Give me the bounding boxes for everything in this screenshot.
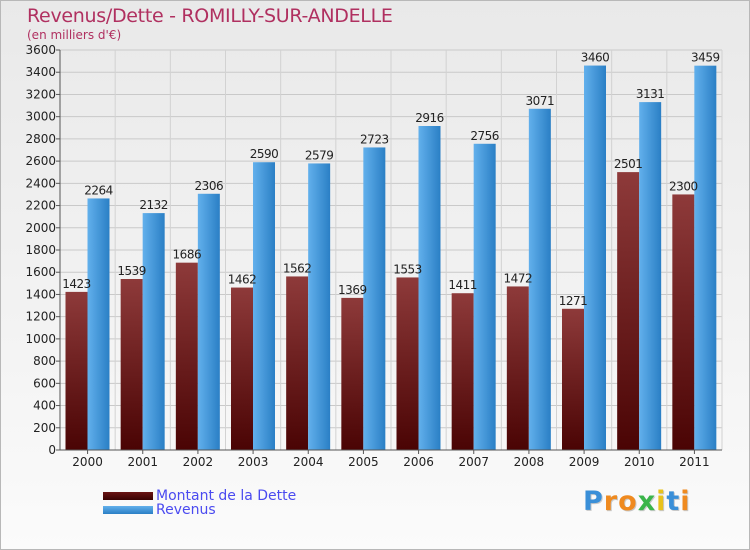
logo-letter: i	[680, 486, 691, 517]
data-label-dette: 2501	[614, 157, 643, 171]
data-label-dette: 1553	[393, 262, 422, 276]
bar-dette	[506, 286, 529, 450]
logo-letter: r	[603, 486, 619, 517]
y-tick-label: 200	[33, 421, 56, 435]
data-label-dette: 1369	[338, 283, 367, 297]
data-label-dette: 1423	[62, 277, 91, 291]
y-tick-label: 3600	[25, 43, 56, 57]
data-label-revenus: 3131	[636, 87, 665, 101]
y-tick-label: 2800	[25, 132, 56, 146]
data-label-revenus: 2590	[250, 147, 279, 161]
x-tick-label: 2010	[624, 455, 655, 469]
y-tick-label: 3400	[25, 65, 56, 79]
data-label-dette: 1562	[283, 261, 312, 275]
y-tick-label: 3000	[25, 110, 56, 124]
bar-revenus	[694, 65, 717, 451]
y-tick-label: 800	[33, 354, 56, 368]
bar-revenus	[584, 65, 606, 451]
bar-dette	[175, 262, 198, 450]
data-label-dette: 1472	[504, 271, 533, 285]
logo-letter: t	[666, 486, 681, 517]
y-tick-label: 2200	[25, 199, 56, 213]
y-tick-label: 2400	[25, 176, 56, 190]
y-tick-label: 2600	[25, 154, 56, 168]
y-tick-label: 1600	[25, 265, 56, 279]
data-label-dette: 2300	[669, 179, 698, 193]
bar-dette	[617, 172, 640, 450]
x-tick-label: 2009	[569, 455, 600, 469]
x-tick-label: 2006	[403, 455, 434, 469]
bar-revenus	[142, 213, 165, 450]
logo-letter: i	[656, 486, 667, 517]
y-tick-label: 1200	[25, 310, 56, 324]
legend-swatch-revenus	[103, 506, 153, 514]
bar-revenus	[473, 143, 496, 450]
x-tick-label: 2001	[127, 455, 158, 469]
x-tick-label: 2004	[293, 455, 324, 469]
bar-dette	[65, 291, 88, 450]
y-tick-label: 600	[33, 376, 56, 390]
bar-revenus	[308, 163, 331, 450]
data-label-revenus: 2306	[195, 179, 224, 193]
data-label-revenus: 3460	[581, 51, 610, 65]
data-label-revenus: 3459	[691, 51, 720, 65]
bar-dette	[562, 308, 584, 450]
bar-revenus	[418, 126, 441, 450]
bar-dette	[451, 293, 474, 450]
data-label-dette: 1539	[117, 264, 146, 278]
legend-label-revenus: Revenus	[156, 502, 216, 518]
data-label-revenus: 2756	[470, 129, 499, 143]
chart-title: Revenus/Dette - ROMILLY-SUR-ANDELLE	[27, 5, 393, 27]
bar-revenus	[639, 102, 662, 450]
y-tick-label: 1800	[25, 243, 56, 257]
data-label-revenus: 2264	[84, 183, 113, 197]
logo-letter: x	[637, 486, 657, 517]
x-tick-label: 2003	[238, 455, 269, 469]
data-label-dette: 1462	[228, 273, 257, 287]
y-tick-label: 2000	[25, 221, 56, 235]
bar-dette	[231, 287, 253, 450]
bar-revenus	[528, 108, 551, 451]
y-tick-label: 3200	[25, 87, 56, 101]
bar-revenus	[363, 147, 386, 450]
legend-label-dette: Montant de la Dette	[156, 488, 297, 504]
y-tick-label: 0	[48, 443, 56, 457]
bar-revenus	[87, 198, 110, 450]
logo-letter: o	[618, 486, 638, 517]
legend-swatch-dette	[103, 492, 153, 500]
y-tick-label: 1000	[25, 332, 56, 346]
bar-dette	[286, 276, 309, 450]
bar-dette	[396, 277, 419, 450]
legend-item-dette: Montant de la Dette	[103, 488, 296, 504]
y-tick-label: 400	[33, 399, 56, 413]
data-label-revenus: 2723	[360, 132, 389, 146]
data-label-dette: 1411	[448, 278, 477, 292]
y-tick-label: 1400	[25, 287, 56, 301]
legend-item-revenus: Revenus	[103, 502, 216, 518]
bar-dette	[341, 297, 364, 450]
chart-subtitle: (en milliers d'€)	[27, 28, 122, 42]
data-label-dette: 1686	[173, 248, 202, 262]
logo-letter: P	[583, 486, 604, 517]
bar-dette	[672, 194, 695, 450]
data-label-revenus: 3071	[526, 94, 555, 108]
x-tick-label: 2008	[514, 455, 545, 469]
x-tick-label: 2000	[72, 455, 103, 469]
bar-revenus	[253, 162, 275, 450]
bar-revenus	[197, 193, 220, 450]
data-label-revenus: 2132	[139, 198, 168, 212]
data-label-revenus: 2579	[305, 148, 334, 162]
x-tick-label: 2005	[348, 455, 379, 469]
bar-dette	[120, 279, 143, 450]
x-tick-label: 2011	[679, 455, 710, 469]
data-label-revenus: 2916	[415, 111, 444, 125]
x-tick-label: 2007	[458, 455, 489, 469]
proxiti-logo: Proxiti	[583, 486, 691, 517]
x-tick-label: 2002	[183, 455, 214, 469]
data-label-dette: 1271	[559, 294, 588, 308]
